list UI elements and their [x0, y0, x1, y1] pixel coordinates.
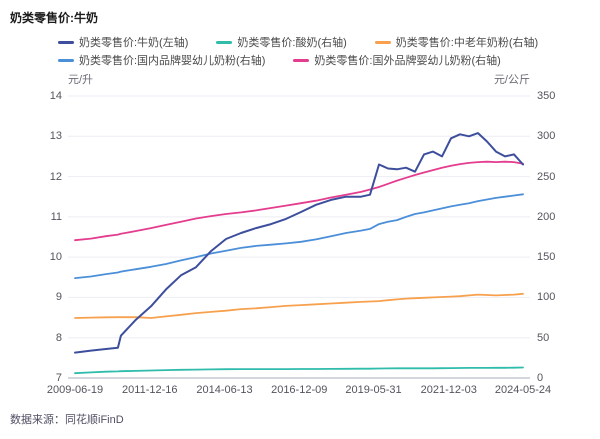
legend-swatch	[58, 40, 74, 44]
y-right-tick-label: 150	[537, 251, 556, 264]
x-tick-label: 2014-06-13	[196, 384, 253, 396]
legend-label: 奶类零售价:中老年奶粉(右轴)	[395, 37, 539, 49]
y-right-tick-label: 300	[537, 130, 556, 143]
y-right-tick-label: 350	[537, 90, 556, 102]
series-line-1	[74, 366, 524, 375]
legend-swatch	[293, 58, 310, 62]
legend-label: 奶类零售价:牛奶(左轴)	[79, 37, 189, 49]
y-right-tick-label: 250	[537, 170, 556, 183]
y-right-tick-label: 100	[537, 291, 556, 304]
x-tick-label: 2009-06-19	[46, 384, 104, 396]
legend-item[interactable]: 奶类零售价:中老年奶粉(右轴)	[374, 34, 539, 50]
data-source-note: 数据来源：同花顺iFinD	[10, 414, 124, 426]
right-axis-unit-label: 元/公斤	[493, 74, 530, 86]
legend-item[interactable]: 奶类零售价:国外品牌婴幼儿奶粉(右轴)	[293, 52, 501, 68]
y-right-tick-label: 200	[537, 210, 556, 223]
legend-label: 奶类零售价:国外品牌婴幼儿奶粉(右轴)	[314, 55, 501, 67]
left-axis-unit-label: 元/升	[68, 74, 94, 86]
y-left-tick-label: 13	[49, 130, 62, 143]
legend-label: 奶类零售价:酸奶(右轴)	[237, 37, 347, 49]
plot-area	[68, 95, 530, 379]
legend-swatch	[58, 58, 74, 62]
y-left-tick-label: 11	[50, 210, 62, 223]
legend-label: 奶类零售价:国内品牌婴幼儿奶粉(右轴)	[79, 55, 266, 67]
legend-swatch	[216, 40, 233, 44]
y-right-tick-label: 0	[537, 372, 544, 384]
series-line-0	[74, 132, 524, 354]
legend-swatch	[374, 40, 391, 44]
x-tick-label: 2016-12-09	[271, 384, 328, 396]
series-line-3	[74, 193, 524, 280]
legend-item[interactable]: 奶类零售价:牛奶(左轴)	[58, 34, 188, 50]
x-tick-label: 2024-05-24	[494, 384, 552, 396]
x-tick-label: 2019-05-31	[345, 384, 402, 396]
x-tick-label: 2021-12-03	[420, 384, 477, 396]
legend-row: 奶类零售价:牛奶(左轴) 奶类零售价:酸奶(右轴) 奶类零售价:中老年奶粉(右轴)	[58, 33, 538, 51]
legend-item[interactable]: 奶类零售价:酸奶(右轴)	[216, 34, 347, 50]
y-left-tick-label: 14	[49, 90, 62, 102]
y-left-tick-label: 8	[55, 331, 62, 344]
legend: 奶类零售价:牛奶(左轴) 奶类零售价:酸奶(右轴) 奶类零售价:中老年奶粉(右轴) 奶…	[58, 33, 538, 69]
y-left-tick-label: 12	[49, 170, 62, 183]
legend-row: 奶类零售价:国内品牌婴幼儿奶粉(右轴) 奶类零售价:国外品牌婴幼儿奶粉(右轴)	[58, 51, 538, 69]
legend-item[interactable]: 奶类零售价:国内品牌婴幼儿奶粉(右轴)	[58, 52, 265, 68]
y-right-tick-label: 50	[537, 331, 550, 344]
chart-title: 奶类零售价:牛奶	[10, 11, 98, 25]
y-left-tick-label: 9	[55, 291, 62, 304]
y-left-tick-label: 10	[49, 251, 62, 264]
y-left-tick-label: 7	[55, 372, 62, 384]
series-line-4	[74, 160, 524, 242]
series-line-2	[74, 292, 524, 319]
x-tick-label: 2011-12-16	[122, 384, 178, 396]
